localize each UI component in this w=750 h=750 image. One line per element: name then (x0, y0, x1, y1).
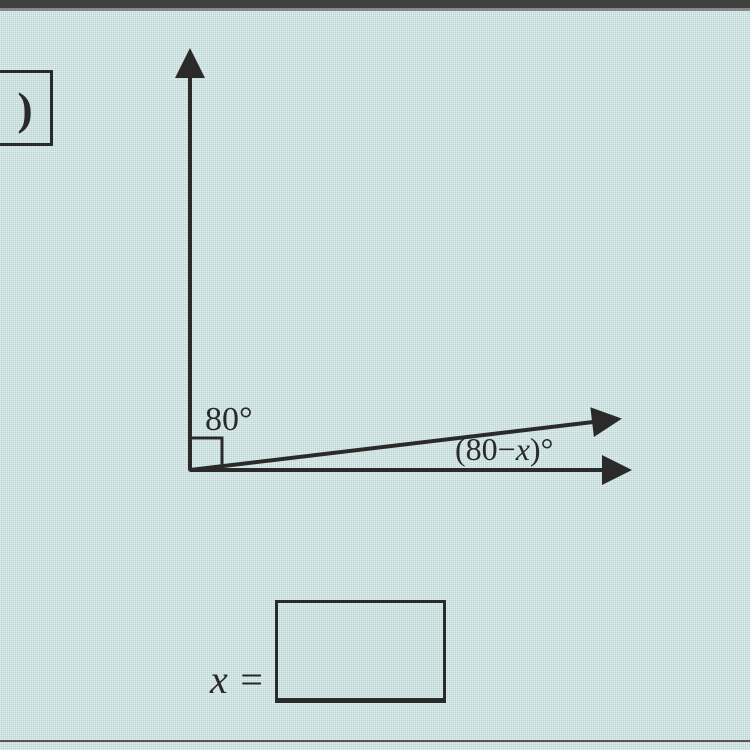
answer-row: x = (210, 600, 446, 703)
problem-number-box: ) (0, 70, 53, 146)
glyph-paren: ) (17, 82, 32, 135)
answer-box[interactable] (275, 600, 446, 703)
angle-diagram: 80° (80−x)° (120, 40, 680, 560)
angle-label-80: 80° (205, 401, 253, 438)
bottom-bar (0, 740, 750, 742)
angle-label-80-minus-x: (80−x)° (455, 431, 553, 467)
top-bar (0, 0, 750, 11)
answer-label: x = (210, 656, 265, 703)
